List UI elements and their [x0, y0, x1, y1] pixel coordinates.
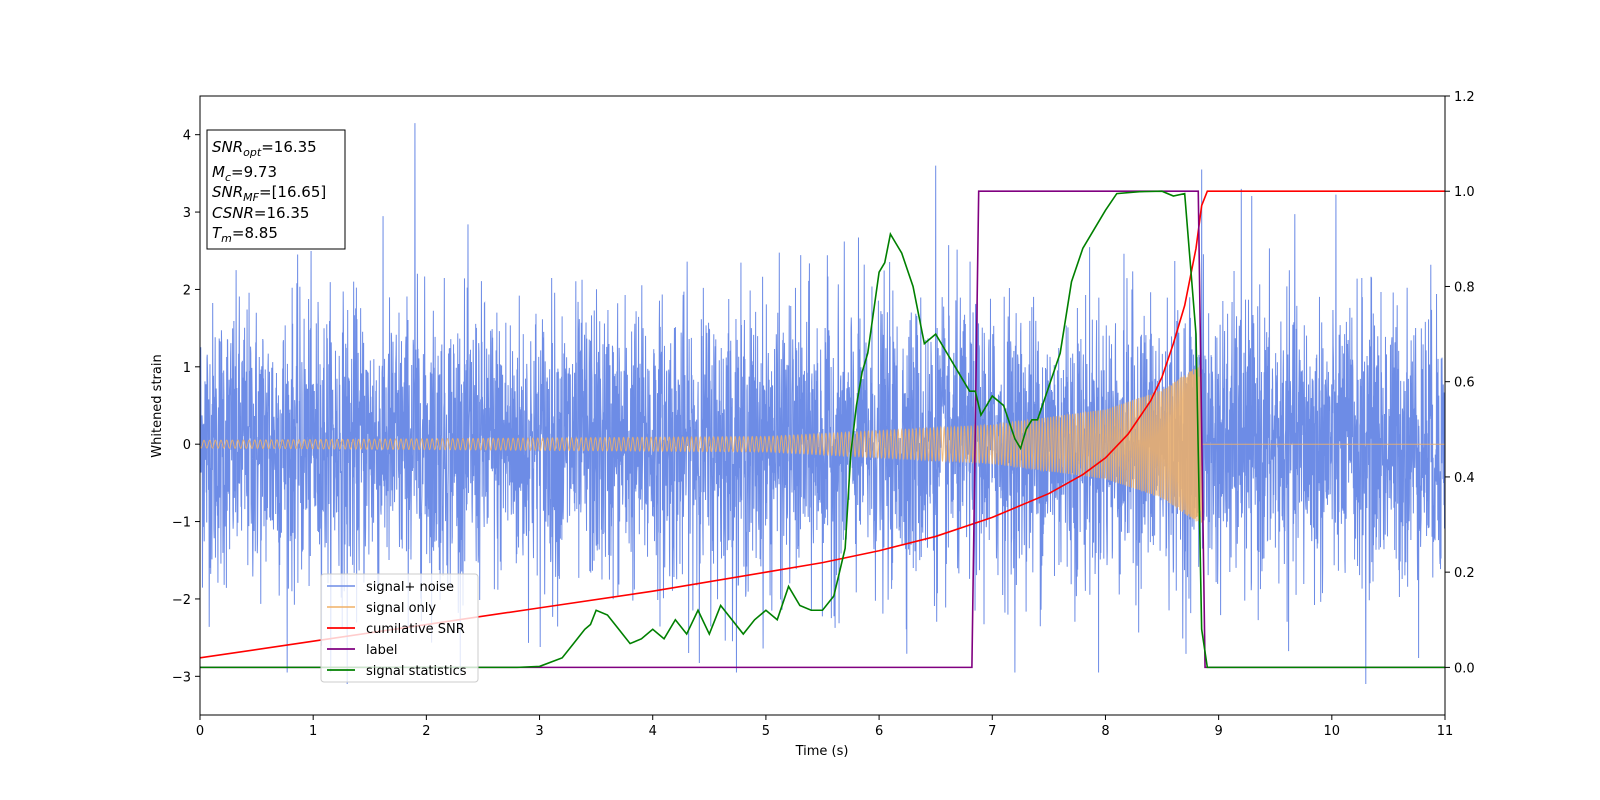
- annotation-line: SNRMF=[16.65]: [212, 183, 326, 204]
- annotation-line: CSNR=16.35: [212, 204, 309, 222]
- x-tick-label: 7: [988, 724, 996, 739]
- annotation-line: Tm=8.85: [212, 224, 278, 245]
- y2-tick-label: 0.6: [1454, 376, 1475, 391]
- y-tick-label: 0: [183, 438, 191, 453]
- series-line-signal-noise: [200, 123, 1445, 685]
- series-line-cumulative-snr: [200, 190, 1445, 659]
- annotation-box: SNRopt=16.35 Mc=9.73SNRMF=[16.65]CSNR=16.…: [206, 129, 346, 250]
- x-tick-label: 6: [875, 724, 883, 739]
- x-axis: 0 1 2 3 4 5 6 7 8 9 10 11: [196, 715, 1453, 739]
- x-tick-label: 8: [1101, 724, 1109, 739]
- y-tick-label: 1: [183, 361, 191, 376]
- y2-tick-label: 1.2: [1454, 90, 1475, 105]
- x-tick-label: 2: [422, 724, 430, 739]
- x-tick-label: 9: [1214, 724, 1222, 739]
- y-axis: −3 −2 −1 0 1 2 3 4: [172, 129, 200, 685]
- legend: signal+ noise signal only cumilative SNR la…: [320, 573, 479, 683]
- annotation-line: Mc=9.73: [212, 163, 277, 184]
- series-line-signal-statistics: [200, 190, 1445, 669]
- x-tick-label: 11: [1437, 724, 1454, 739]
- legend-entry: signal only: [366, 601, 436, 616]
- legend-entry: cumilative SNR: [366, 622, 465, 637]
- y2-axis: 0.0 0.2 0.4 0.6 0.8 1.0 1.2: [1445, 90, 1475, 676]
- legend-entry: label: [366, 643, 397, 658]
- y-tick-label: −2: [172, 593, 191, 608]
- y2-tick-label: 0.8: [1454, 280, 1475, 295]
- x-tick-label: 5: [762, 724, 770, 739]
- y-axis-label: Whitened strain: [150, 354, 165, 457]
- legend-entry: signal+ noise: [366, 580, 454, 595]
- plot-frame: [199, 95, 1446, 716]
- y-tick-label: 3: [183, 206, 191, 221]
- y2-tick-label: 0.2: [1454, 566, 1475, 581]
- y2-tick-label: 0.0: [1454, 661, 1475, 676]
- x-tick-label: 0: [196, 724, 204, 739]
- x-tick-label: 3: [535, 724, 543, 739]
- legend-frame: [320, 573, 479, 683]
- y2-tick-label: 0.4: [1454, 471, 1475, 486]
- y-tick-label: −1: [172, 516, 191, 531]
- x-tick-label: 1: [309, 724, 317, 739]
- x-tick-label: 10: [1324, 724, 1341, 739]
- legend-entry: signal statistics: [366, 664, 467, 679]
- y2-tick-label: 1.0: [1454, 185, 1475, 200]
- x-axis-label: Time (s): [795, 744, 849, 759]
- plot-area: [200, 123, 1445, 685]
- series-line-signal-only: [200, 363, 1445, 523]
- y-tick-label: −3: [172, 670, 191, 685]
- annotation-line: SNRopt=16.35: [212, 138, 317, 159]
- y-tick-label: 4: [183, 129, 191, 144]
- x-tick-label: 4: [649, 724, 657, 739]
- y-tick-label: 2: [183, 283, 191, 298]
